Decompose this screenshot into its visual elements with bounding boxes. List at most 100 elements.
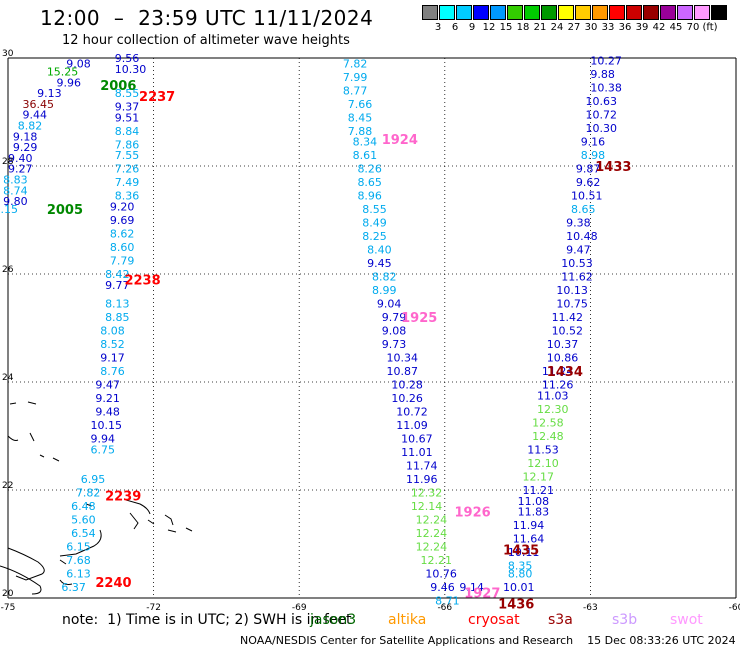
satellite-legend-item: cryosat (468, 612, 520, 628)
wave-height-value: 8.71 (435, 595, 460, 608)
page-title: 12:00 – 23:59 UTC 11/11/2024 (40, 6, 374, 30)
wave-height-value: 9.14 (459, 581, 484, 594)
colorbar-label: 24 (550, 22, 564, 33)
wave-height-value: 10.26 (391, 392, 423, 405)
wave-height-value: 10.86 (547, 352, 579, 365)
lat-tick-label: 28 (2, 157, 14, 167)
wave-height-value: 10.87 (387, 365, 419, 378)
wave-height-value: 12.17 (522, 471, 554, 484)
wave-height-value: 10.67 (401, 433, 433, 446)
wave-height-value: 11.53 (527, 444, 559, 457)
wave-height-value: 8.77 (343, 84, 368, 97)
wave-height-value: 9.29 (13, 141, 38, 154)
wave-height-value: 9.69 (110, 214, 135, 227)
pass-time-label: 1924 (382, 133, 418, 148)
wave-height-value: 7.82 (343, 57, 368, 70)
wave-height-value: 8.65 (357, 176, 382, 189)
wave-height-value: 8.15 (0, 203, 18, 216)
wave-height-value: 8.98 (581, 149, 606, 162)
island-outline (0, 401, 193, 595)
wave-height-value: 10.27 (590, 55, 622, 68)
wave-height-value: 10.15 (91, 419, 123, 432)
wave-height-value: 9.37 (115, 101, 140, 114)
colorbar-label: 12 (482, 22, 496, 33)
wave-height-value: 6.13 (66, 568, 91, 581)
wave-height-value: 9.51 (115, 111, 140, 124)
wave-height-value: 12.14 (411, 500, 443, 513)
colorbar-swatch (439, 5, 455, 20)
wave-height-value: 10.28 (391, 379, 423, 392)
colorbar-swatch (541, 5, 557, 20)
pass-time-label: 2005 (47, 203, 83, 218)
colorbar-label: 9 (468, 22, 476, 33)
colorbar-swatch (422, 5, 438, 20)
wave-height-value: 10.30 (586, 122, 618, 135)
colorbar-swatch (694, 5, 710, 20)
wave-height-value: 8.52 (100, 338, 125, 351)
wave-height-value: 7.55 (115, 149, 140, 162)
wave-height-value: 9.79 (382, 311, 407, 324)
wave-height-value: 11.64 (513, 533, 545, 546)
colorbar-label: 45 (669, 22, 683, 33)
wave-height-value: 6.75 (91, 444, 116, 457)
colorbar-swatch (677, 5, 693, 20)
colorbar-swatch (626, 5, 642, 20)
wave-height-value: 11.03 (537, 390, 569, 403)
wave-height-value: 9.17 (100, 352, 125, 365)
colorbar-swatch (660, 5, 676, 20)
wave-height-value: 10.37 (547, 338, 579, 351)
wave-height-value: 6.54 (71, 527, 96, 540)
pass-time-label: 1436 (498, 597, 534, 612)
wave-height-value: 12.30 (537, 403, 569, 416)
wave-height-value: 8.45 (348, 111, 373, 124)
colorbar-label: 33 (601, 22, 615, 33)
pass-time-label: 1927 (464, 587, 500, 602)
wave-height-value: 5.60 (71, 514, 96, 527)
wave-height-value: 8.08 (100, 325, 125, 338)
lon-tick-label: -66 (437, 603, 452, 613)
pass-time-label: 2239 (105, 489, 141, 504)
wave-height-value: 36.45 (23, 98, 54, 111)
wave-height-value: 9.88 (590, 68, 615, 81)
wave-height-value: 8.13 (105, 298, 130, 311)
wave-height-value: 9.08 (382, 325, 407, 338)
wave-height-value: 8.60 (110, 241, 135, 254)
colorbar-label: (ft) (702, 22, 718, 33)
wave-height-value: 8.49 (362, 217, 387, 230)
wave-height-value: 9.20 (110, 201, 135, 214)
wave-height-value: 8.62 (110, 228, 135, 241)
wave-height-value: 9.77 (105, 279, 130, 292)
map-grid (7, 57, 737, 599)
lon-tick-label: -60 (729, 603, 740, 613)
wave-height-value: 7.79 (110, 255, 135, 268)
wave-height-value: 8.55 (115, 87, 140, 100)
wave-height-value: 11.26 (542, 379, 574, 392)
wave-height-value: 7.86 (115, 138, 140, 151)
colorbar-label: 36 (618, 22, 632, 33)
wave-height-value: 11.62 (561, 271, 593, 284)
wave-height-value: 11.09 (396, 419, 428, 432)
satellite-legend-item: s3a (548, 612, 573, 628)
wave-height-value: 11.42 (552, 311, 584, 324)
wave-height-value: 8.26 (357, 163, 382, 176)
wave-height-value: 12.32 (411, 487, 443, 500)
wave-height-value: 8.84 (115, 125, 140, 138)
wave-height-value: 9.38 (566, 217, 591, 230)
wave-height-value: 8.80 (508, 568, 532, 581)
wave-height-value: 10.01 (503, 581, 535, 594)
wave-height-value: 8.61 (353, 149, 378, 162)
colorbar-swatch (524, 5, 540, 20)
wave-height-value: 9.48 (95, 406, 120, 419)
wave-height-value: 15.25 (47, 66, 79, 79)
colorbar-swatch (643, 5, 659, 20)
colorbar-swatch (456, 5, 472, 20)
wave-height-value: 12.48 (532, 430, 564, 443)
wave-height-value: 9.46 (430, 581, 455, 594)
colorbar-swatch (711, 5, 727, 20)
wave-height-value: 6.48 (71, 500, 96, 513)
pass-time-label: 2006 (100, 79, 136, 94)
wave-height-value: 9.40 (8, 152, 33, 165)
wave-height-value: 11.74 (406, 460, 438, 473)
